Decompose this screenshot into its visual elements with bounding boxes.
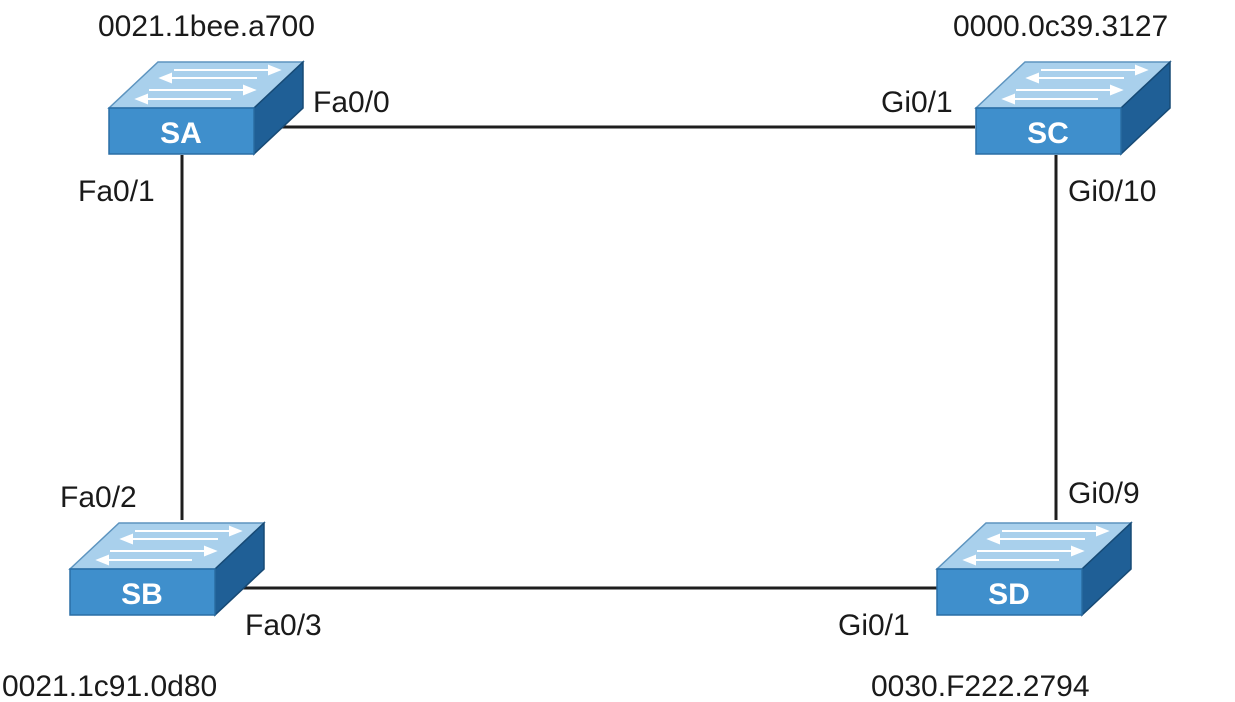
switch-icon (975, 61, 1171, 155)
switch-sb[interactable]: SB (69, 522, 265, 616)
switch-sc[interactable]: SC (975, 61, 1171, 155)
mac-sc: 0000.0c39.3127 (953, 10, 1168, 43)
switch-sd-name: SD (988, 578, 1030, 611)
port-sb-fa03: Fa0/3 (245, 609, 322, 642)
switch-sa[interactable]: SA (108, 61, 304, 155)
port-sa-fa00: Fa0/0 (313, 86, 390, 119)
switch-sa-name: SA (160, 117, 202, 150)
switch-icon (108, 61, 304, 155)
port-sd-gi01: Gi0/1 (838, 609, 910, 642)
switch-sb-name: SB (121, 578, 163, 611)
mac-sb: 0021.1c91.0d80 (2, 670, 217, 702)
mac-sd: 0030.F222.2794 (871, 670, 1090, 702)
mac-sa: 0021.1bee.a700 (98, 10, 315, 43)
port-sc-gi01: Gi0/1 (881, 86, 953, 119)
port-sa-fa01: Fa0/1 (78, 175, 155, 208)
switch-icon (69, 522, 265, 616)
switch-icon (936, 522, 1132, 616)
port-sd-gi09: Gi0/9 (1068, 477, 1140, 510)
switch-sc-name: SC (1027, 117, 1069, 150)
port-sc-gi010: Gi0/10 (1068, 175, 1156, 208)
port-sb-fa02: Fa0/2 (60, 481, 137, 514)
switch-sd[interactable]: SD (936, 522, 1132, 616)
